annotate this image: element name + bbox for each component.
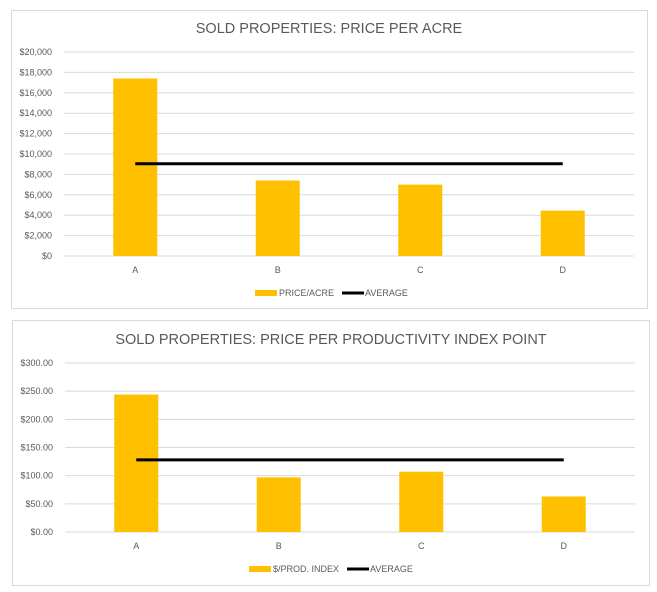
- x-tick-label: D: [560, 265, 567, 275]
- y-tick-label: $10,000: [19, 149, 52, 159]
- legend-label-bar: PRICE/ACRE: [279, 288, 334, 298]
- y-tick-label: $16,000: [19, 88, 52, 98]
- x-tick-label: B: [275, 265, 281, 275]
- legend-label-bar: $/PROD. INDEX: [273, 564, 339, 574]
- legend-swatch-bar: [255, 290, 277, 296]
- bar-a: [114, 394, 159, 532]
- bar-d: [540, 210, 585, 256]
- y-tick-label: $150.00: [20, 443, 53, 453]
- legend-label-line: AVERAGE: [370, 564, 413, 574]
- x-tick-label: C: [417, 265, 424, 275]
- x-tick-label: A: [133, 541, 139, 551]
- y-tick-label: $200.00: [20, 414, 53, 424]
- legend-swatch-bar: [249, 566, 271, 572]
- y-tick-label: $12,000: [19, 129, 52, 139]
- y-tick-label: $100.00: [20, 471, 53, 481]
- y-tick-label: $6,000: [24, 190, 52, 200]
- y-tick-label: $300.00: [20, 358, 53, 368]
- bar-c: [398, 184, 443, 256]
- chart-price-per-acre: SOLD PROPERTIES: PRICE PER ACRE $0 $2,000 $…: [19, 21, 634, 298]
- bar-c: [399, 471, 444, 532]
- y-tick-label: $2,000: [24, 231, 52, 241]
- x-tick-label: A: [132, 265, 138, 275]
- chart-panel-price-per-index-point: SOLD PROPERTIES: PRICE PER PRODUCTIVITY …: [12, 320, 650, 586]
- bar-b: [256, 477, 301, 532]
- y-tick-label: $250.00: [20, 386, 53, 396]
- bar-a: [113, 78, 158, 257]
- chart-title: SOLD PROPERTIES: PRICE PER ACRE: [196, 21, 463, 37]
- y-tick-label: $18,000: [19, 67, 52, 77]
- x-tick-label: B: [276, 541, 282, 551]
- bar-b: [255, 180, 300, 256]
- y-tick-label: $20,000: [19, 47, 52, 57]
- y-tick-label: $4,000: [24, 210, 52, 220]
- x-tick-label: C: [418, 541, 425, 551]
- bar-d: [541, 496, 586, 532]
- chart-title: SOLD PROPERTIES: PRICE PER PRODUCTIVITY …: [115, 332, 546, 348]
- y-tick-label: $8,000: [24, 169, 52, 179]
- chart-panel-price-per-acre: SOLD PROPERTIES: PRICE PER ACRE $0 $2,000 $…: [11, 10, 648, 309]
- x-tick-label: D: [561, 541, 568, 551]
- y-tick-label: $14,000: [19, 108, 52, 118]
- y-tick-label: $50.00: [25, 499, 53, 509]
- y-tick-label: $0: [42, 251, 52, 261]
- y-tick-label: $0.00: [30, 527, 53, 537]
- chart-price-per-index-point: SOLD PROPERTIES: PRICE PER PRODUCTIVITY …: [20, 332, 635, 574]
- legend-label-line: AVERAGE: [365, 288, 408, 298]
